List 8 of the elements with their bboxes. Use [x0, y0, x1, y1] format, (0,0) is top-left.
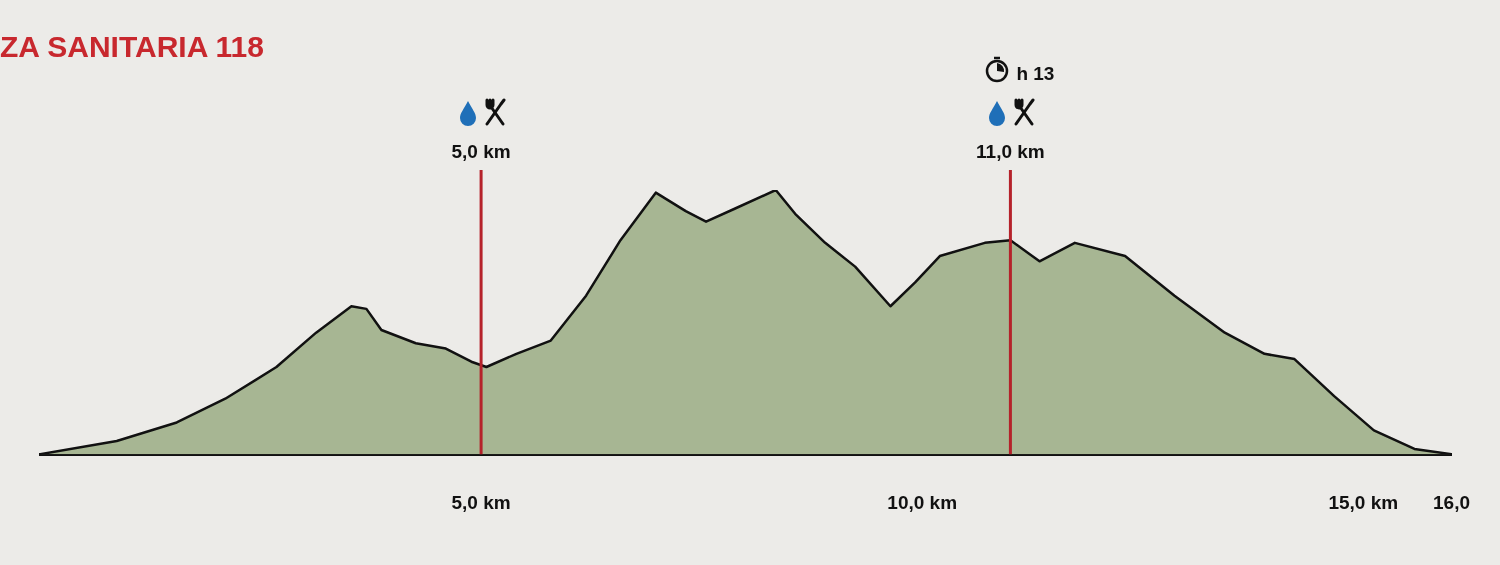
x-tick-label: 5,0 km	[451, 491, 511, 513]
x-tick-label: 10,0 km	[887, 491, 958, 513]
x-tick-label: 15,0 km	[1328, 491, 1399, 513]
text: h 13	[1016, 63, 1055, 84]
x-tick-label: 16,0	[1433, 491, 1470, 513]
chart-title: ZA SANITARIA 118	[0, 30, 264, 64]
ref-line-label: 5,0 km	[451, 141, 511, 162]
ref-line-label: 11,0 km	[976, 141, 1045, 162]
